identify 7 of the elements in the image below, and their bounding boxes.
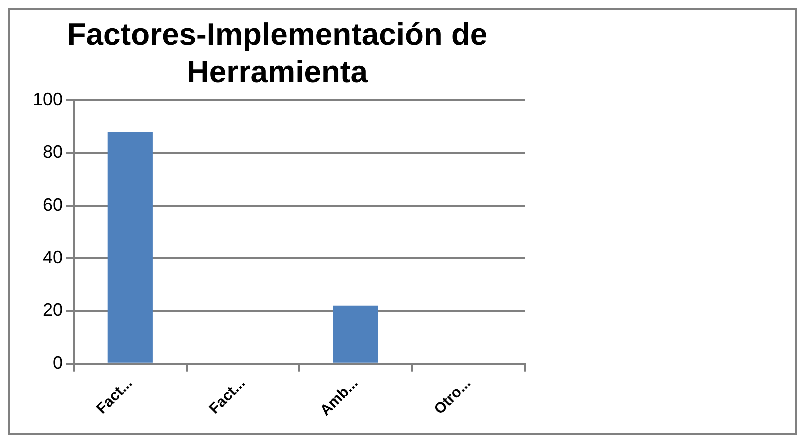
y-tick-label: 20 xyxy=(43,300,64,320)
y-tick-label: 100 xyxy=(32,89,64,110)
y-tick-label: 40 xyxy=(43,247,64,268)
y-tick-label: 60 xyxy=(43,194,64,215)
y-tick-label: 0 xyxy=(53,352,64,373)
y-tick-label: 80 xyxy=(43,142,64,162)
chart-title: Factores-Implementación de Herramienta xyxy=(67,17,488,90)
